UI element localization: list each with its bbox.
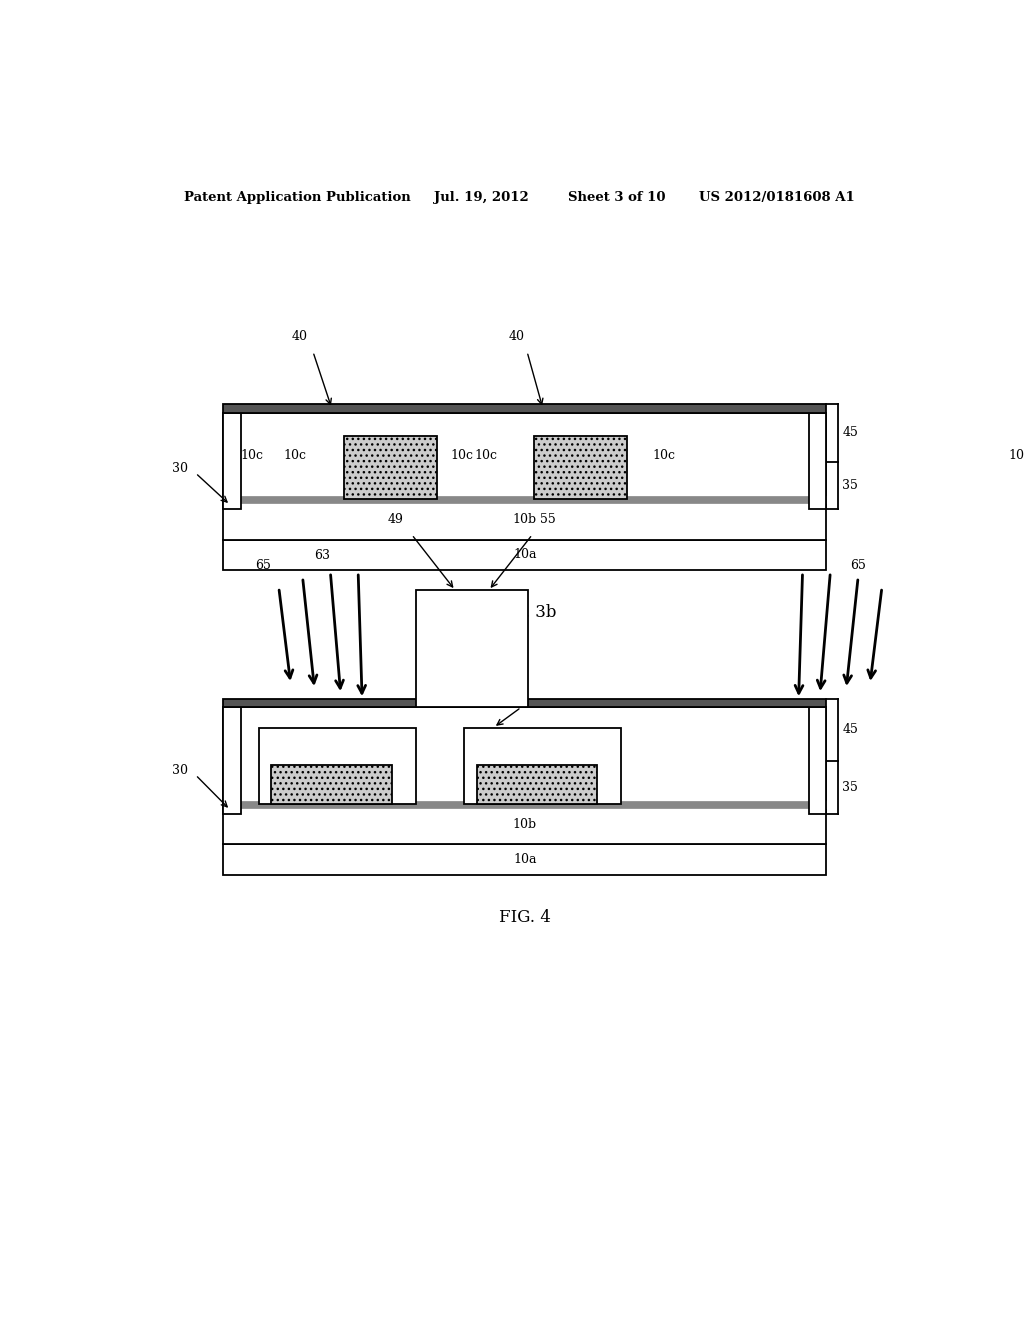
Text: 60: 60 [535,747,551,760]
Bar [223,804,826,845]
Bar [534,436,628,499]
Text: 45: 45 [842,723,858,737]
Bar [223,708,241,814]
Bar [223,499,826,540]
Text: 10c: 10c [513,774,537,787]
Text: FIG. 4: FIG. 4 [499,909,551,927]
Text: 65: 65 [255,560,271,572]
Text: US 2012/0181608 A1: US 2012/0181608 A1 [699,190,855,203]
Text: 45: 45 [842,426,858,440]
Bar [809,412,826,510]
Bar [223,404,826,412]
Bar [223,412,241,510]
Text: FIG. 3b: FIG. 3b [494,605,556,622]
Text: 10c: 10c [241,449,263,462]
Bar [809,708,826,814]
Text: 30: 30 [171,462,187,475]
Text: 35: 35 [842,479,858,492]
Text: 60: 60 [330,747,346,760]
Bar [416,590,527,708]
Text: 10b: 10b [513,512,537,525]
Text: 65: 65 [850,560,866,572]
Text: 10a: 10a [513,548,537,561]
Bar [223,412,826,499]
Text: 50: 50 [464,643,480,655]
Bar [223,708,826,804]
Bar [259,727,416,804]
Text: 63: 63 [314,549,331,562]
Text: 49: 49 [388,513,403,527]
Text: 55: 55 [541,513,556,527]
Bar [223,700,826,708]
Bar [465,727,622,804]
Text: Sheet 3 of 10: Sheet 3 of 10 [568,190,666,203]
Bar [223,496,826,503]
Text: 40: 40 [508,330,524,343]
Text: 10c: 10c [1009,449,1024,462]
Text: 10c: 10c [450,449,473,462]
Text: 40: 40 [291,330,307,343]
Bar [271,766,392,804]
Text: 30: 30 [171,763,187,776]
Text: Jul. 19, 2012: Jul. 19, 2012 [433,190,528,203]
Text: 35: 35 [842,781,858,793]
Bar [344,436,437,499]
Bar [223,540,826,570]
Text: 10c: 10c [652,449,675,462]
Text: 10c: 10c [474,449,497,462]
Bar [223,801,826,808]
Text: 10c: 10c [284,449,306,462]
Bar [223,845,826,875]
Text: 10b: 10b [513,817,537,830]
Text: 10a: 10a [513,853,537,866]
Text: Patent Application Publication: Patent Application Publication [183,190,411,203]
Bar [476,766,597,804]
